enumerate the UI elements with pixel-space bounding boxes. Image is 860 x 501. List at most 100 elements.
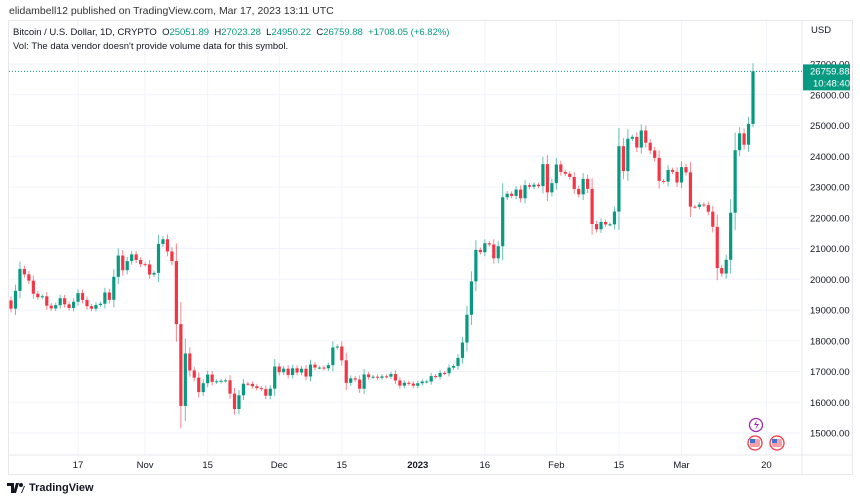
candle-body [635,136,639,148]
candle-body [246,383,250,385]
candle-body [662,180,666,182]
candle-body [295,368,299,373]
candle-body [103,292,107,304]
candle-body [434,376,438,378]
candle-body [675,171,679,183]
candle-body [612,211,617,225]
low-label: L [266,27,272,38]
symbol-name[interactable]: Bitcoin / U.S. Dollar, 1D, CRYPTO [13,27,157,38]
candle-body [237,395,241,409]
candle-body [648,142,652,151]
y-tick-label: 26000.00 [810,90,850,101]
candle-body [143,264,147,266]
y-tick-label: 23000.00 [810,183,850,194]
candle-body [469,281,474,315]
candle-body [80,293,85,300]
x-tick-label: 20 [761,460,772,471]
candle-body [568,173,572,177]
candle-body [541,164,545,187]
candle-body [291,368,295,376]
candle-body [197,377,201,393]
candle-body [657,157,661,181]
candle-body [49,305,53,309]
candle-body [9,300,13,309]
candle-body [304,368,308,377]
x-tick-label: 15 [202,460,213,471]
candle-body [206,374,210,384]
x-tick-label: Dec [271,460,288,471]
candle-body [505,193,509,198]
chart-frame [8,20,853,475]
us-flag-canton [750,439,755,443]
candle-body [670,169,675,172]
high-label: H [214,27,222,38]
candle-body [644,130,648,143]
candle-body [407,382,411,384]
candle-body [130,254,134,262]
candle-body [255,386,259,389]
candle-body [125,261,129,271]
candle-body [121,255,125,271]
candle-body [559,164,563,172]
candle-body [411,383,415,386]
y-tick-label: 16000.00 [810,398,850,409]
candle-body [340,346,344,361]
open-value: 25051.89 [169,27,210,38]
candle-body [31,280,35,294]
candle-body [702,204,706,206]
candle-body [594,223,599,230]
last-price-value: 26759.88 [810,66,850,77]
tradingview-brand: TradingView [29,482,94,494]
candle-body [107,292,111,300]
candle-body [165,239,170,252]
y-tick-label: 19000.00 [810,306,850,317]
candle-body [85,299,89,307]
candle-body [608,224,612,226]
candle-body [688,172,693,207]
currency-label[interactable]: USD [811,25,832,36]
candle-body [617,146,621,212]
candle-body [112,276,116,300]
candle-body [371,376,375,378]
candle-body [478,249,482,253]
y-tick-label: 20000.00 [810,275,850,286]
candle-body [679,167,684,183]
candle-body [89,306,94,309]
y-tick-label: 17000.00 [810,367,850,378]
candle-body [429,376,433,382]
candle-body [501,197,505,247]
x-tick-label: Mar [673,460,689,471]
candle-body [451,365,456,368]
candle-body [27,274,31,281]
candle-body [54,305,58,309]
candle-body [510,193,514,196]
candle-body [268,388,272,396]
x-tick-label: 17 [73,460,84,471]
candle-body [277,366,281,373]
candle-body [139,259,143,265]
candle-body [299,368,304,373]
tradingview-logo[interactable]: TradingView [7,482,94,494]
candle-body [353,378,357,380]
lightning-icon-glyph [754,420,759,430]
candle-body [22,268,27,275]
y-tick-label: 15000.00 [810,429,850,440]
candle-body [527,185,532,187]
candle-body [536,184,541,187]
candle-body [447,367,451,374]
candle-body [174,261,178,325]
candle-body [738,133,742,151]
x-tick-label: Feb [548,460,564,471]
candle-body [603,221,608,225]
candle-body [420,381,424,384]
candle-body [496,246,500,259]
candle-body [550,183,554,193]
candle-body [349,378,353,383]
x-tick-label: 16 [480,460,491,471]
candle-body [188,353,192,371]
candle-body [572,176,576,189]
candle-body [147,264,152,275]
candle-body [313,364,317,368]
candle-body [577,188,581,195]
